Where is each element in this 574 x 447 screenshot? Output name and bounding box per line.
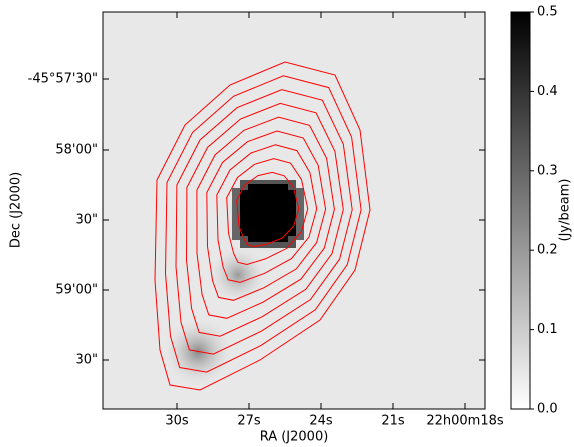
colorbar-tick-label: 0.1 bbox=[537, 322, 558, 337]
plot-frame bbox=[102, 11, 486, 410]
contour bbox=[164, 75, 362, 373]
axes: 30s 27s 24s 21s 22h00m18s -45°57'30" 58'00" 30"… bbox=[28, 12, 504, 429]
x-tick-label: 24s bbox=[309, 414, 333, 429]
contour bbox=[196, 116, 335, 319]
contour bbox=[216, 144, 318, 283]
x-tick-label: 22h00m18s bbox=[426, 414, 504, 429]
contour bbox=[185, 102, 344, 337]
contour bbox=[226, 158, 309, 266]
colorbar-tick-label: 0.5 bbox=[537, 5, 558, 20]
colorbar-label: (Jy/beam) bbox=[558, 179, 573, 242]
image bbox=[103, 12, 485, 409]
x-axis-label: RA (J2000) bbox=[260, 430, 329, 445]
y-axis-label: Dec (J2000) bbox=[9, 172, 24, 248]
y-tick-label: 59'00" bbox=[55, 283, 98, 298]
colorbar bbox=[510, 11, 531, 410]
colorbar-tick-label: 0.2 bbox=[537, 243, 558, 258]
y-tick-label: -45°57'30" bbox=[28, 72, 98, 87]
contour bbox=[236, 171, 300, 248]
colorbar-tick-label: 0.0 bbox=[537, 402, 558, 417]
x-tick-label: 30s bbox=[165, 414, 189, 429]
contours bbox=[154, 61, 371, 391]
x-tick-label: 21s bbox=[381, 414, 405, 429]
contour bbox=[154, 61, 371, 391]
source-core bbox=[248, 184, 288, 242]
source-blob bbox=[208, 245, 268, 305]
y-tick-label: 30" bbox=[75, 213, 98, 228]
colorbar-tick-label: 0.3 bbox=[537, 163, 558, 178]
contour bbox=[175, 89, 353, 355]
contour bbox=[206, 130, 327, 301]
x-tick-label: 27s bbox=[237, 414, 261, 429]
y-tick-label: 58'00" bbox=[55, 143, 98, 158]
colorbar-tick-label: 0.4 bbox=[537, 84, 558, 99]
source-blob bbox=[162, 316, 234, 388]
y-tick-label: 30" bbox=[75, 353, 98, 368]
